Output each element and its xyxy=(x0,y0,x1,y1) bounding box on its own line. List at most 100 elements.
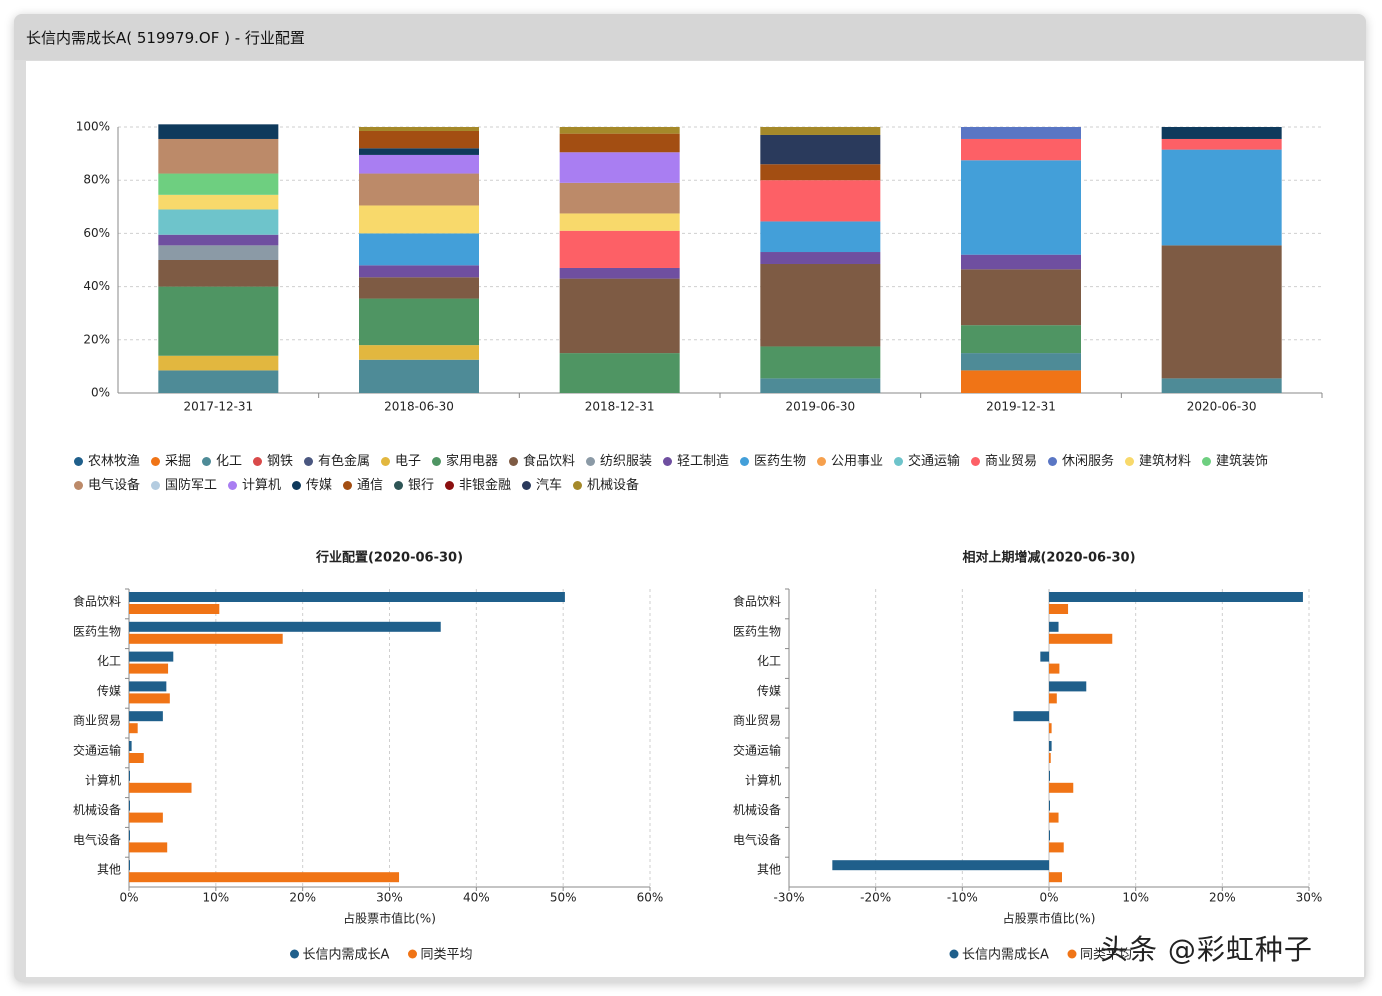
legend-item[interactable]: 电气设备 xyxy=(74,474,140,493)
legend-dot-icon xyxy=(894,456,903,466)
legend-label: 同类平均 xyxy=(1080,948,1132,963)
legend-item[interactable]: 建筑装饰 xyxy=(1202,450,1268,469)
legend-dot-icon xyxy=(253,456,262,466)
legend-label: 计算机 xyxy=(242,478,282,493)
bar-fund xyxy=(129,800,130,811)
legend-item[interactable]: 国防军工 xyxy=(151,474,217,493)
legend-item[interactable]: 家用电器 xyxy=(432,450,498,469)
bar-fund xyxy=(129,711,163,722)
x-tick-label: 60% xyxy=(637,891,664,905)
stack-segment xyxy=(760,378,881,393)
legend-dot-icon xyxy=(381,456,390,466)
legend-dot-icon xyxy=(573,480,582,490)
legend-label: 采掘 xyxy=(165,454,192,469)
stack-segment xyxy=(760,346,881,379)
x-tick-label: 2019-12-31 xyxy=(986,400,1056,414)
legend-item[interactable]: 化工 xyxy=(202,450,242,469)
legend-dot-icon xyxy=(1202,456,1211,466)
legend-item[interactable]: 休闲服务 xyxy=(1048,450,1114,469)
legend-dot-icon xyxy=(151,480,160,490)
x-tick-label: -20% xyxy=(860,891,891,905)
bar-fund xyxy=(129,860,130,871)
bar-avg xyxy=(129,633,283,644)
legend-label: 家用电器 xyxy=(446,454,499,469)
legend-item[interactable]: 商业贸易 xyxy=(971,450,1037,469)
x-tick-label: 10% xyxy=(202,891,229,905)
stack-segment xyxy=(359,154,479,174)
legend-item[interactable]: 银行 xyxy=(394,474,434,493)
y-tick-label: 计算机 xyxy=(85,772,121,787)
legend-item[interactable]: 有色金属 xyxy=(304,450,370,469)
legend-item[interactable]: 农林牧渔 xyxy=(74,450,140,469)
legend-label: 医药生物 xyxy=(754,454,807,469)
legend-label: 休闲服务 xyxy=(1062,454,1115,469)
legend-dot-icon xyxy=(394,480,403,490)
legend-item[interactable]: 非银金融 xyxy=(445,474,511,493)
legend-item[interactable]: 通信 xyxy=(343,474,383,493)
legend-item[interactable]: 采掘 xyxy=(151,450,191,469)
stack-segment xyxy=(359,265,479,278)
stack-segment xyxy=(158,355,279,371)
x-axis-label: 占股票市值比(%) xyxy=(343,911,436,926)
legend-dot-icon xyxy=(74,456,83,466)
stack-segment xyxy=(559,152,680,183)
bar-fund xyxy=(129,681,167,692)
legend-label: 钢铁 xyxy=(267,454,294,469)
legend-label: 农林牧渔 xyxy=(88,454,141,469)
legend-item[interactable]: 电子 xyxy=(381,450,421,469)
x-tick-label: 20% xyxy=(1209,891,1236,905)
y-tick-label: 化工 xyxy=(757,654,781,668)
y-tick-label: 机械设备 xyxy=(733,802,781,817)
legend-item[interactable]: 机械设备 xyxy=(573,474,639,493)
stack-segment xyxy=(760,127,881,135)
y-tick-label: 交通运输 xyxy=(73,743,121,758)
legend-item[interactable]: 食品饮料 xyxy=(509,450,575,469)
legend-item[interactable]: 轻工制造 xyxy=(663,450,729,469)
chart-title: 行业配置(2020-06-30) xyxy=(315,550,463,566)
y-tick-label: 电气设备 xyxy=(73,832,121,847)
stack-segment xyxy=(359,359,479,393)
bar-avg xyxy=(129,782,192,793)
stack-segment xyxy=(158,209,279,235)
x-tick-label: 30% xyxy=(1296,891,1323,905)
bar-avg xyxy=(129,812,163,823)
legend-item[interactable]: 建筑材料 xyxy=(1125,450,1191,469)
stack-segment xyxy=(559,230,680,268)
bar-avg xyxy=(129,693,170,704)
x-tick-label: 0% xyxy=(119,891,138,905)
bar-fund xyxy=(1040,651,1049,662)
legend-item[interactable]: 计算机 xyxy=(228,474,281,493)
legend-item[interactable]: 交通运输 xyxy=(894,450,960,469)
legend-item[interactable]: 纺织服装 xyxy=(586,450,652,469)
stack-segment xyxy=(1161,127,1282,139)
stack-segment xyxy=(158,194,279,210)
legend-item[interactable]: 汽车 xyxy=(522,474,562,493)
stack-segment xyxy=(760,180,881,222)
bar-fund xyxy=(129,651,174,662)
stack-segment xyxy=(359,345,479,360)
y-tick-label: 食品饮料 xyxy=(73,594,121,609)
legend-item[interactable]: 钢铁 xyxy=(253,450,293,469)
stack-segment xyxy=(961,138,1081,161)
stack-segment xyxy=(559,353,680,393)
legend-item[interactable]: 传媒 xyxy=(292,474,332,493)
stack-segment xyxy=(359,205,479,234)
legend-label: 轻工制造 xyxy=(677,454,730,469)
stack-segment xyxy=(359,298,479,346)
legend-label: 机械设备 xyxy=(587,478,640,493)
bar-fund xyxy=(1049,800,1050,811)
stack-segment xyxy=(559,127,680,134)
legend-item[interactable]: 医药生物 xyxy=(740,450,806,469)
bar-fund xyxy=(129,741,132,751)
bar-fund xyxy=(1049,770,1050,781)
x-axis-label: 占股票市值比(%) xyxy=(1003,911,1096,926)
legend-label: 有色金属 xyxy=(318,454,371,469)
legend-label: 纺织服装 xyxy=(600,454,653,469)
legend-label: 同类平均 xyxy=(421,948,473,963)
legend-item[interactable]: 公用事业 xyxy=(817,450,883,469)
bar-avg xyxy=(1049,633,1113,644)
legend-label: 公用事业 xyxy=(831,454,884,469)
stack-segment xyxy=(961,160,1081,255)
legend-dot-icon xyxy=(817,456,826,466)
bar-avg xyxy=(1049,604,1069,614)
